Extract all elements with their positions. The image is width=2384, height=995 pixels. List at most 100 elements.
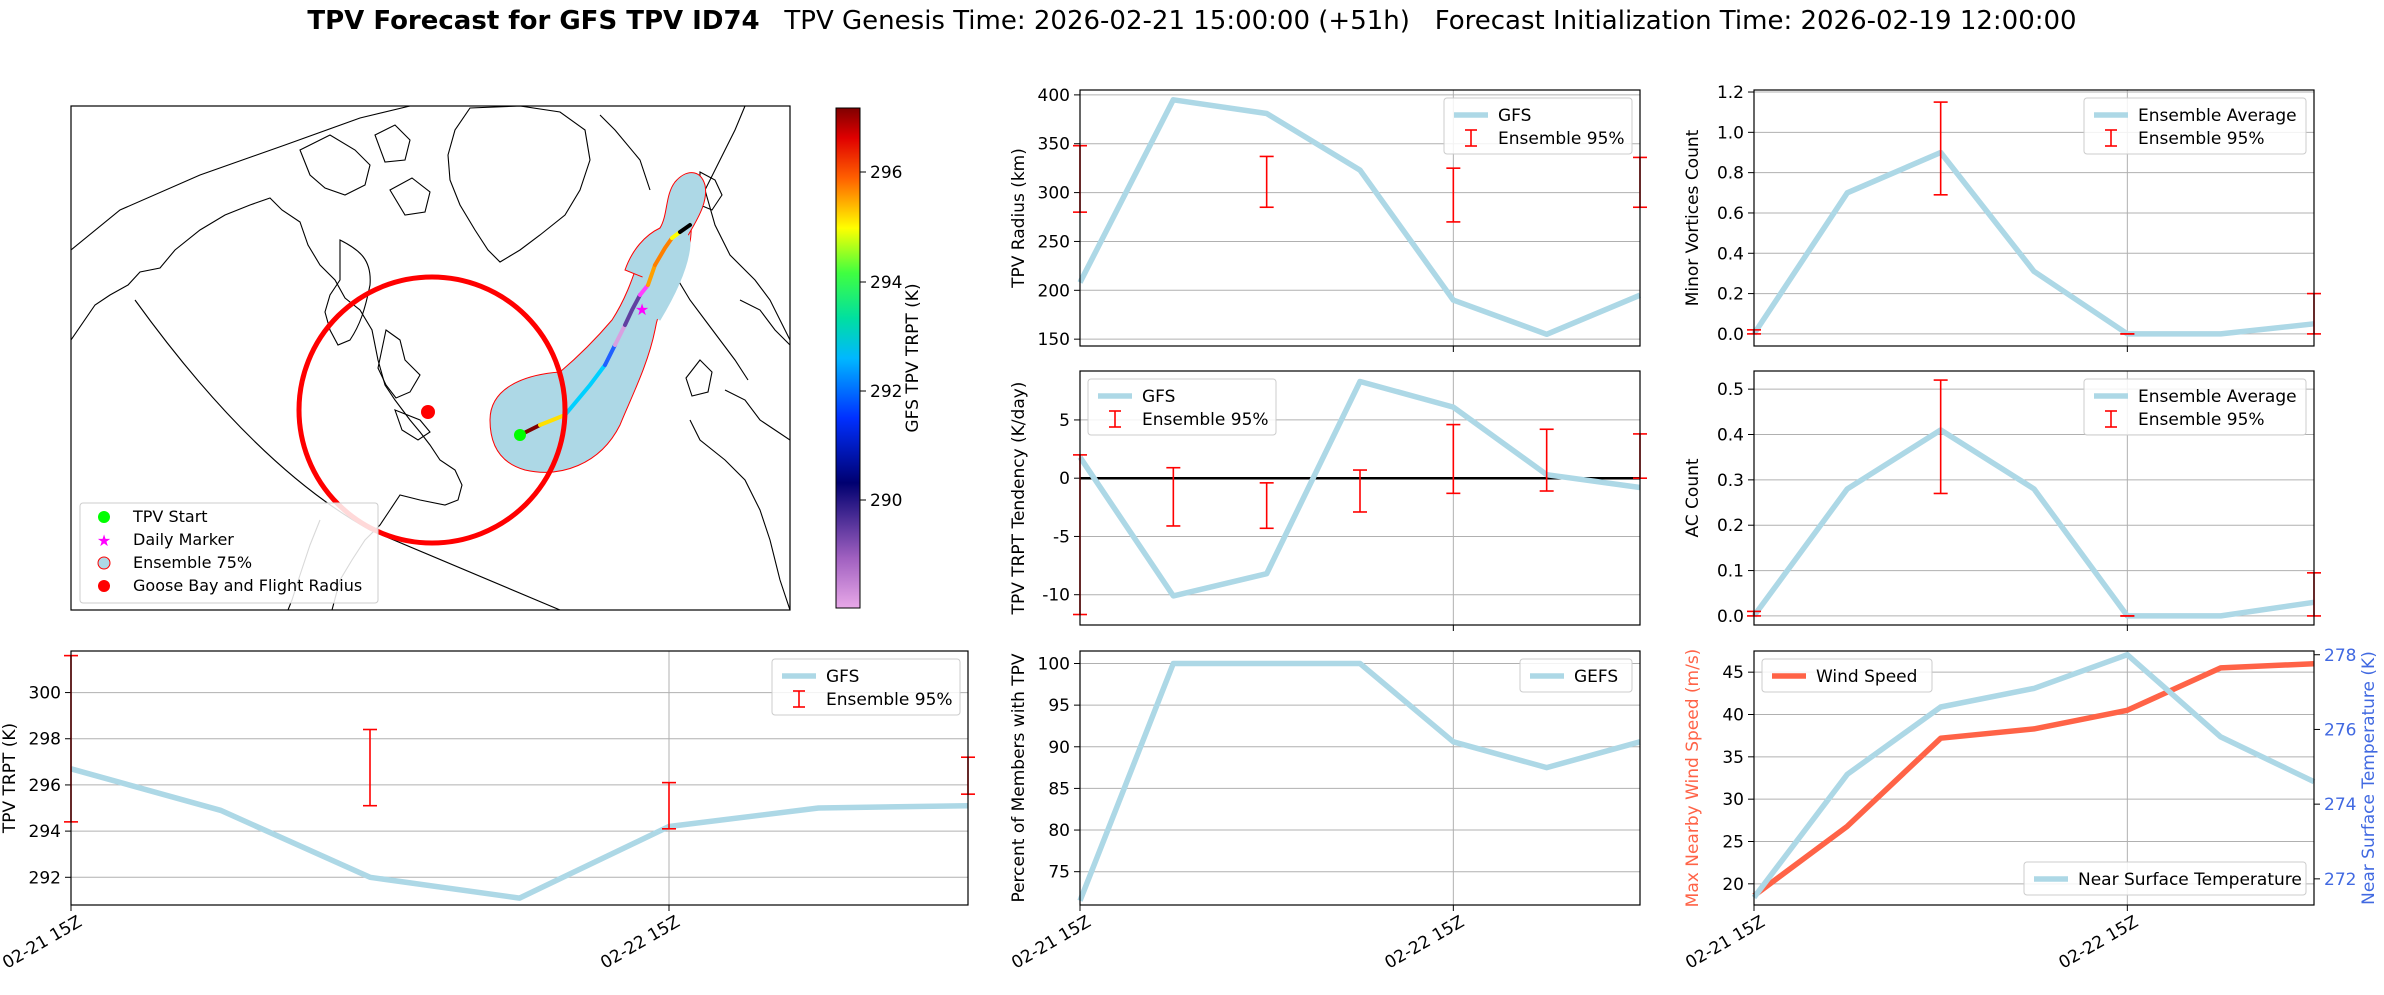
y-tick-label: 296 bbox=[29, 776, 61, 796]
colorbar-tick-label: 296 bbox=[870, 163, 902, 183]
legend-label: Goose Bay and Flight Radius bbox=[133, 576, 362, 595]
legend-label: Ensemble 75% bbox=[133, 553, 252, 572]
y-tick-label: 30 bbox=[1722, 790, 1744, 810]
x-tick-label: 02-21 15Z bbox=[1008, 912, 1094, 973]
daily-marker: ★ bbox=[635, 300, 649, 319]
chart-legend: GFS Ensemble 95% bbox=[1088, 379, 1276, 435]
series-line-ensemble-average bbox=[1754, 153, 2314, 334]
y-tick-label: 0.2 bbox=[1717, 516, 1744, 536]
magenta-star-icon: ★ bbox=[97, 531, 111, 550]
y-tick-label: 350 bbox=[1038, 135, 1070, 155]
map-panel: ★ TPV Start ★ Daily Marker Ensemble 75% … bbox=[0, 0, 960, 640]
y-axis-label: Percent of Members with TPV bbox=[1009, 653, 1029, 902]
legend-label: Ensemble 95% bbox=[2138, 129, 2265, 149]
legend-label: Ensemble Average bbox=[2138, 387, 2297, 407]
plot-area: 150 200 250 300 350 400 TPV Radius (km) GFSEnse… bbox=[1009, 86, 1647, 352]
y-tick-label: 45 bbox=[1722, 663, 1744, 683]
y-tick-label: 0.3 bbox=[1717, 471, 1744, 491]
legend-label: Near Surface Temperature bbox=[2078, 870, 2302, 890]
legend-label: GFS bbox=[1142, 387, 1175, 407]
x-tick-label: 02-22 15Z bbox=[2056, 912, 2142, 973]
chart-legend: Ensemble Average Ensemble 95% bbox=[2084, 98, 2306, 154]
y-tick-label: 5 bbox=[1059, 411, 1070, 431]
y-tick-label: 292 bbox=[29, 868, 61, 888]
y-tick-label: 0.4 bbox=[1717, 244, 1744, 264]
errorbar bbox=[1260, 156, 1274, 207]
x-tick-label: 02-21 15Z bbox=[0, 912, 86, 973]
legend-label: TPV Start bbox=[132, 507, 208, 526]
y-tick-label: 20 bbox=[1722, 875, 1744, 895]
legend-label: Ensemble 95% bbox=[2138, 410, 2265, 430]
red-dot-icon bbox=[98, 580, 110, 592]
y-tick-label: -5 bbox=[1053, 527, 1070, 547]
errorbar bbox=[662, 783, 676, 829]
legend-label: Ensemble 95% bbox=[1142, 410, 1269, 430]
y-tick-label: 40 bbox=[1722, 706, 1744, 726]
chart-legend: GFS Ensemble 95% bbox=[772, 659, 960, 715]
y-tick-label: 0.0 bbox=[1717, 325, 1744, 345]
legend-label: GFS bbox=[826, 667, 859, 687]
colorbar-tick-label: 290 bbox=[870, 491, 902, 511]
y-tick-label: 200 bbox=[1038, 281, 1070, 301]
errorbar bbox=[1166, 468, 1180, 526]
y-tick-label: 25 bbox=[1722, 833, 1744, 853]
colorbar-label: GFS TPV TRPT (K) bbox=[903, 283, 923, 432]
y-tick-label: 85 bbox=[1048, 779, 1070, 799]
y-tick-label: 0.0 bbox=[1717, 607, 1744, 627]
y-tick-label: 95 bbox=[1048, 696, 1070, 716]
series-line-ensemble-average bbox=[1754, 430, 2314, 616]
y-tick-label: 35 bbox=[1722, 748, 1744, 768]
colorbar-ticks: 296 294 292 290 bbox=[860, 163, 902, 511]
y-tick-label: 250 bbox=[1038, 232, 1070, 252]
y-tick-label: 100 bbox=[1038, 654, 1070, 674]
y-axis-label: TPV Radius (km) bbox=[1009, 148, 1029, 289]
y-tick-label: -10 bbox=[1042, 586, 1070, 606]
y-axis-label: TPV TRPT (K) bbox=[0, 723, 20, 834]
y-tick-label: 400 bbox=[1038, 86, 1070, 106]
legend-label: Ensemble Average bbox=[2138, 106, 2297, 126]
errorbar bbox=[1446, 425, 1460, 494]
chart-legend: Wind Speed bbox=[1762, 659, 1932, 692]
legend-label: GFS bbox=[1498, 106, 1531, 126]
y-tick-label: 294 bbox=[29, 822, 61, 842]
circle-patch-icon bbox=[98, 557, 110, 569]
y-tick-label: 150 bbox=[1038, 330, 1070, 350]
errorbar bbox=[1934, 102, 1948, 195]
y-axis-label: Max Nearby Wind Speed (m/s) bbox=[1683, 649, 1703, 908]
y2-tick-label: 272 bbox=[2324, 870, 2356, 890]
errorbar bbox=[1353, 470, 1367, 512]
y-tick-label: 0 bbox=[1059, 469, 1070, 489]
chart-legend: Ensemble Average Ensemble 95% bbox=[2084, 379, 2306, 435]
x-tick-label: 02-22 15Z bbox=[597, 912, 683, 973]
errorbar bbox=[363, 730, 377, 806]
series-line-wind-speed bbox=[1754, 664, 2314, 896]
y-tick-label: 0.5 bbox=[1717, 380, 1744, 400]
legend-label: Ensemble 95% bbox=[826, 690, 953, 710]
y-tick-label: 300 bbox=[1038, 184, 1070, 204]
x-tick-label: 02-22 15Z bbox=[1382, 912, 1468, 973]
errorbar bbox=[1446, 168, 1460, 222]
y-tick-label: 80 bbox=[1048, 821, 1070, 841]
y-tick-label: 0.6 bbox=[1717, 204, 1744, 224]
colorbar-tick-label: 294 bbox=[870, 273, 902, 293]
map-legend: TPV Start ★ Daily Marker Ensemble 75% Go… bbox=[80, 503, 378, 603]
legend-label: Daily Marker bbox=[133, 530, 234, 549]
goose-bay-marker bbox=[421, 405, 435, 419]
y-axis-label: Minor Vortices Count bbox=[1683, 129, 1703, 306]
map-svg: ★ TPV Start ★ Daily Marker Ensemble 75% … bbox=[0, 0, 960, 640]
y-tick-label: 0.2 bbox=[1717, 285, 1744, 305]
green-dot-icon bbox=[98, 511, 110, 523]
y2-tick-label: 276 bbox=[2324, 720, 2356, 740]
y2-axis-label: Near Surface Temperature (K) bbox=[2359, 651, 2379, 905]
errorbar bbox=[1934, 380, 1948, 493]
y-axis-label: TPV TRPT Tendency (K/day) bbox=[1009, 382, 1029, 616]
plot-area: -10 -5 0 5 TPV TRPT Tendency (K/day) GFS Ensem… bbox=[1009, 371, 1647, 631]
y-tick-label: 298 bbox=[29, 730, 61, 750]
series-line-gefs bbox=[1080, 664, 1640, 901]
